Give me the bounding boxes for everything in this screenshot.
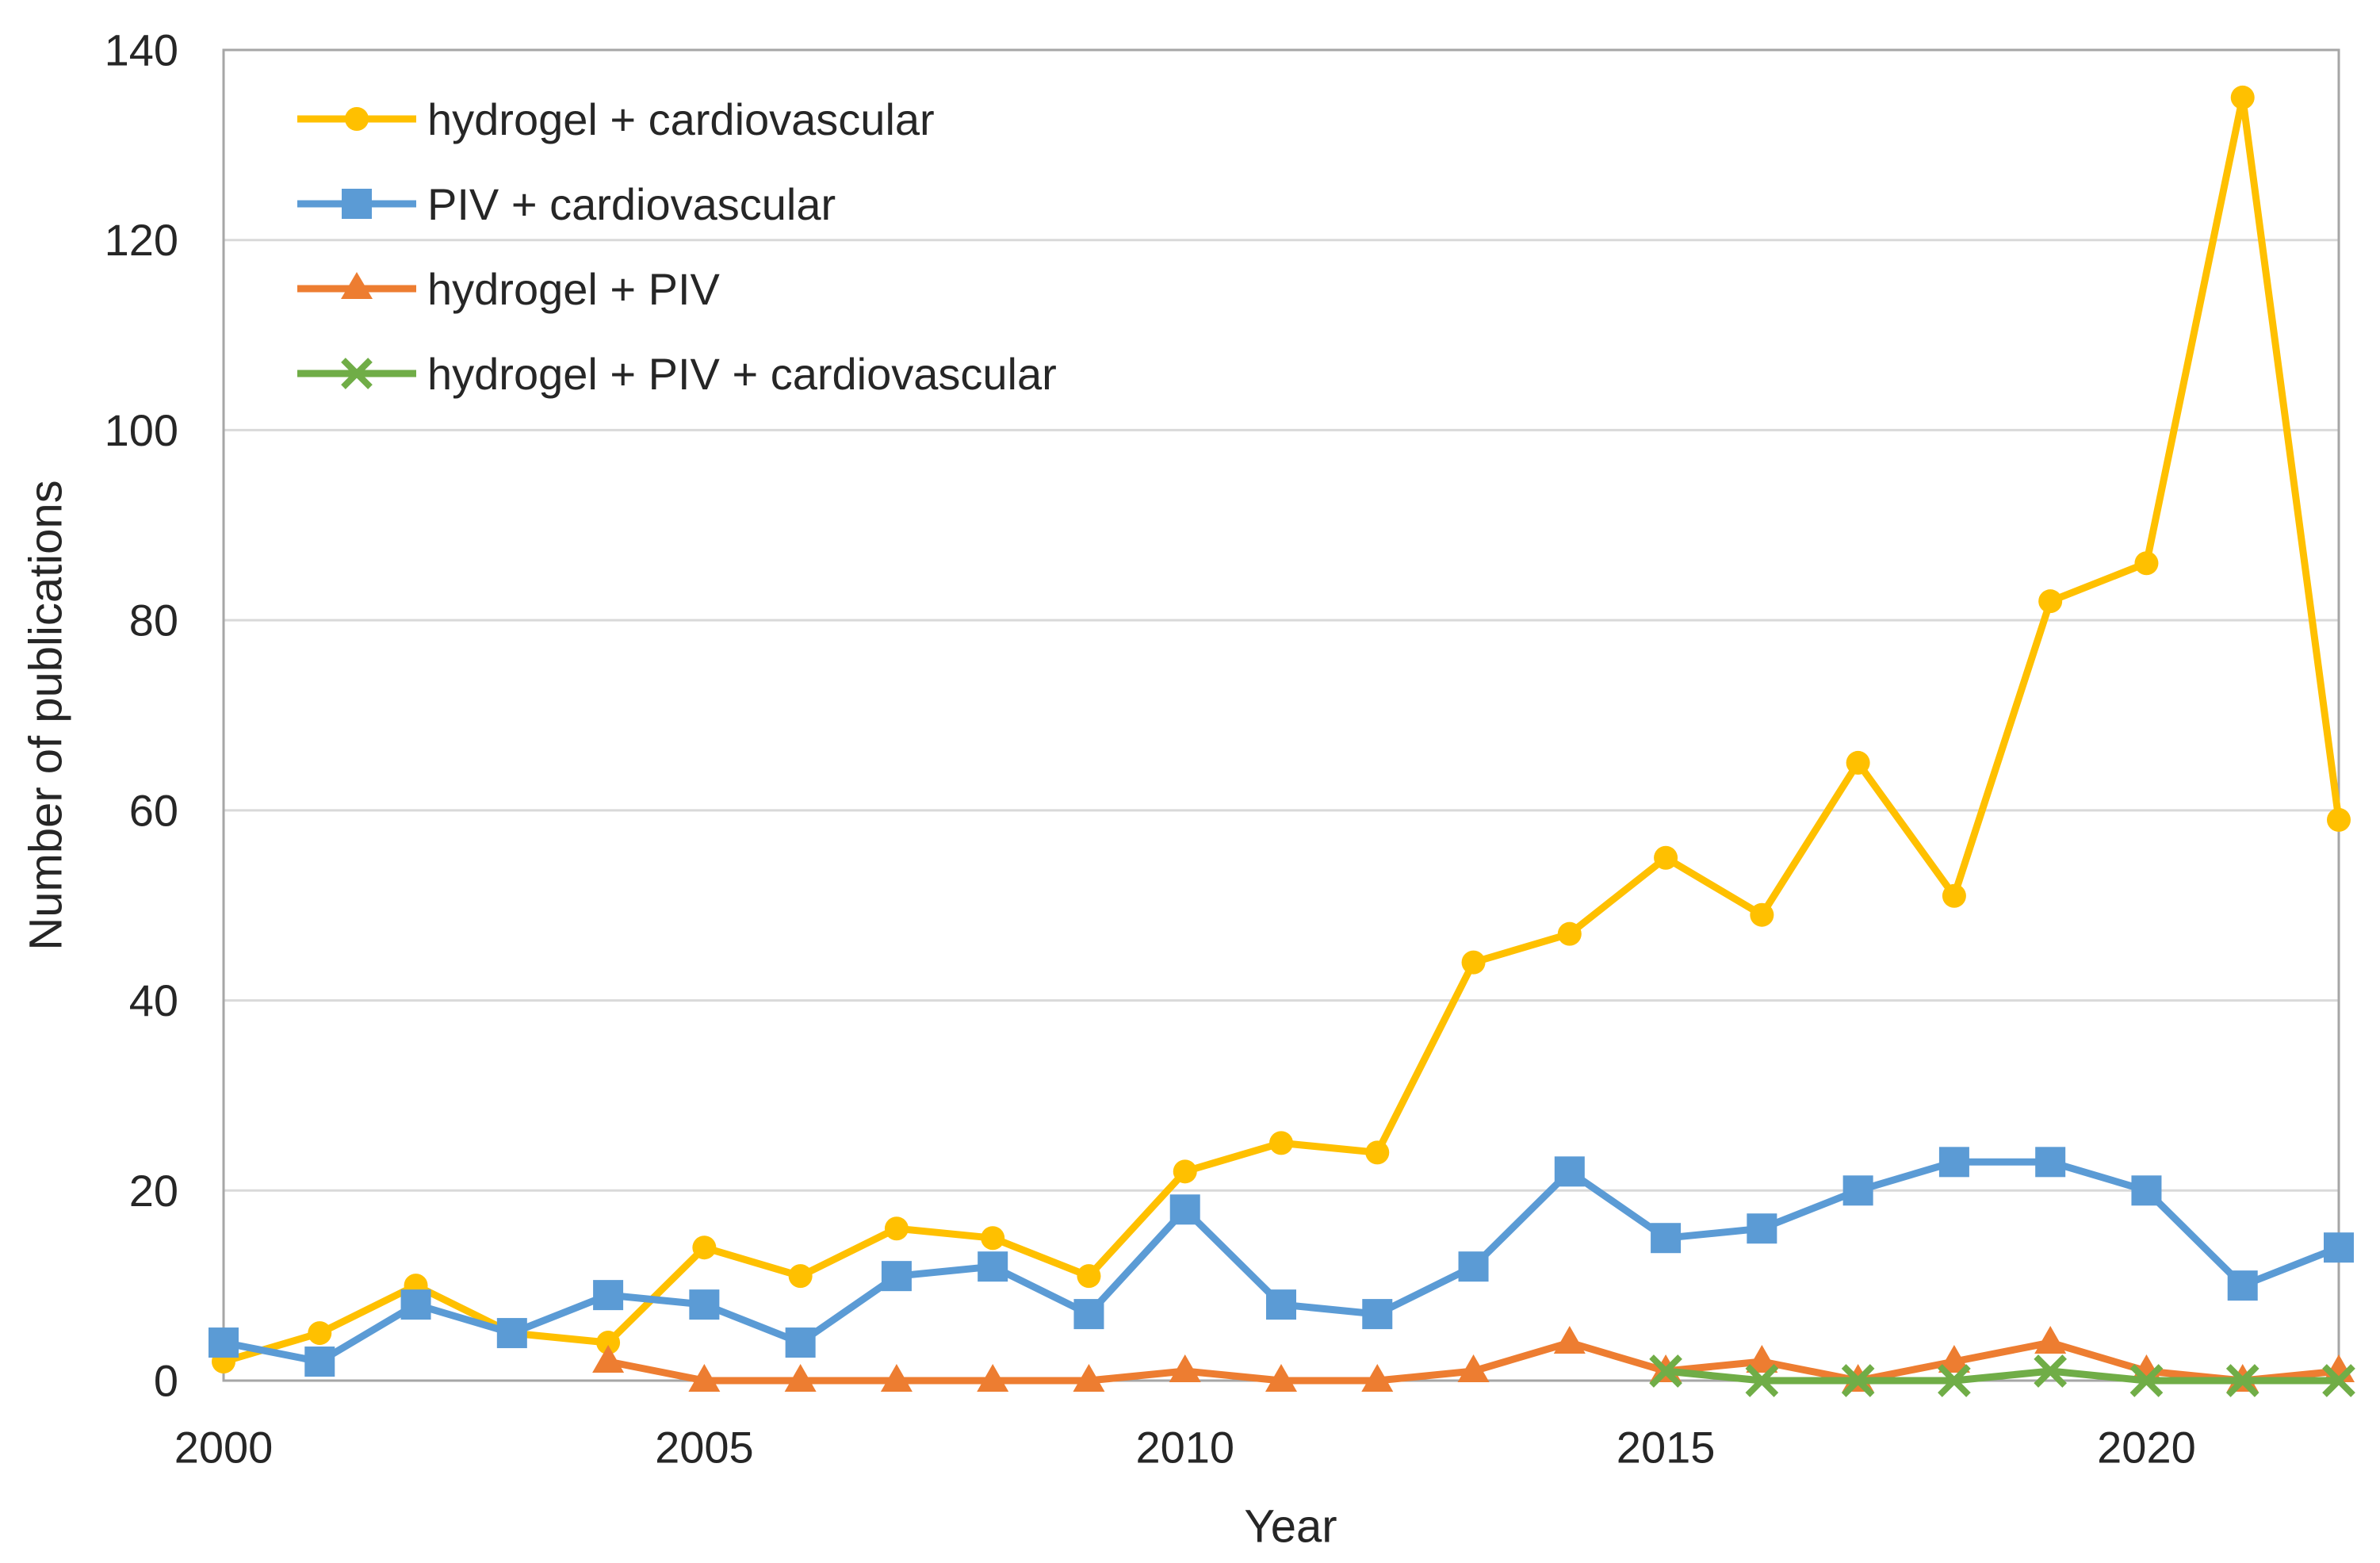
svg-text:120: 120 [105,215,178,265]
legend-label: hydrogel + PIV [427,263,720,314]
svg-text:2020: 2020 [2097,1423,2196,1473]
svg-text:2000: 2000 [174,1423,274,1473]
svg-text:20: 20 [129,1166,178,1216]
legend-label: PIV + cardiovascular [427,178,836,229]
x-axis-title: Year [1244,1500,1337,1553]
legend: hydrogel + cardiovascular PIV + cardiova… [297,94,1057,433]
svg-text:0: 0 [154,1356,178,1406]
legend-entry: PIV + cardiovascular [297,178,1057,229]
square-marker-icon [297,189,416,219]
y-axis-title: Number of publications [20,480,72,951]
svg-text:2010: 2010 [1135,1423,1234,1473]
legend-entry: hydrogel + PIV + cardiovascular [297,348,1057,399]
triangle-marker-icon [297,272,416,299]
svg-text:40: 40 [129,975,178,1025]
svg-text:80: 80 [129,596,178,646]
svg-text:140: 140 [105,25,178,75]
legend-label: hydrogel + PIV + cardiovascular [427,348,1057,399]
svg-text:2015: 2015 [1617,1423,1716,1473]
x-marker-icon [297,358,416,389]
svg-text:2005: 2005 [655,1423,754,1473]
legend-entry: hydrogel + cardiovascular [297,94,1057,144]
legend-entry: hydrogel + PIV [297,263,1057,314]
circle-marker-icon [297,107,416,131]
svg-text:60: 60 [129,785,178,835]
legend-label: hydrogel + cardiovascular [427,94,935,144]
svg-text:100: 100 [105,405,178,455]
